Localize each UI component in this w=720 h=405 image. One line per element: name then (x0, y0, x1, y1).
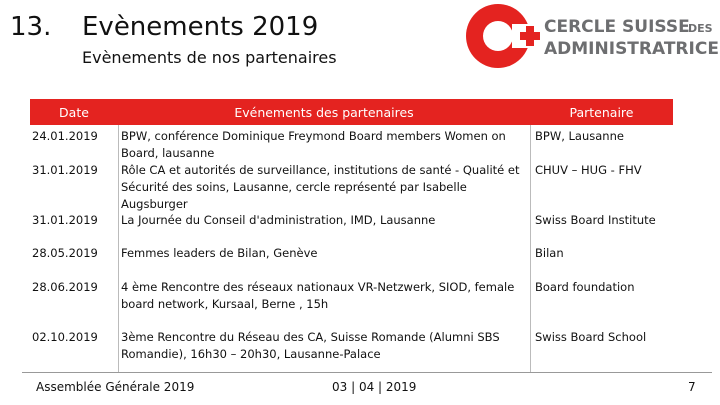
footer-left: Assemblée Générale 2019 (36, 380, 195, 394)
event-cell: Femmes leaders de Bilan, Genève (121, 246, 318, 260)
date-cell: 31.01.2019 (32, 213, 98, 227)
date-cell: 28.05.2019 (32, 246, 98, 260)
date-cell: 02.10.2019 (32, 330, 98, 344)
partner-cell: Swiss Board School (535, 330, 647, 344)
logo-text: ADMINISTRATRICES (544, 39, 720, 59)
date-cell: 28.06.2019 (32, 280, 98, 294)
partner-cell: Swiss Board Institute (535, 213, 656, 227)
event-cell: Rôle CA et autorités de surveillance, in… (121, 163, 520, 211)
date-cell: 24.01.2019 (32, 129, 98, 143)
column-header: Partenaire (530, 99, 673, 125)
page-number: 7 (688, 380, 696, 394)
partner-cell: Board foundation (535, 280, 635, 294)
partner-cell: BPW, Lausanne (535, 129, 624, 143)
event-cell: 3ème Rencontre du Réseau des CA, Suisse … (121, 330, 500, 361)
event-cell: 4 ème Rencontre des réseaux nationaux VR… (121, 280, 515, 311)
footer-date: 03 | 04 | 2019 (332, 380, 417, 394)
logo-cross-v (526, 26, 534, 46)
column-divider (530, 125, 531, 372)
logo: CERCLE SUISSE DES ADMINISTRATRICES (466, 4, 720, 68)
footer-rule (22, 372, 712, 373)
event-cell: La Journée du Conseil d'administration, … (121, 213, 436, 227)
column-header: Evénements des partenaires (118, 99, 530, 125)
slide-subtitle: Evènements de nos partenaires (82, 48, 337, 67)
column-divider (118, 125, 119, 372)
partner-cell: Bilan (535, 246, 564, 260)
section-number: 13. (10, 12, 52, 42)
logo-hole (483, 21, 513, 51)
slide-title: Evènements 2019 (82, 12, 319, 42)
logo-text: DES (688, 22, 713, 35)
column-header: Date (30, 99, 118, 125)
date-cell: 31.01.2019 (32, 163, 98, 177)
event-cell: BPW, conférence Dominique Freymond Board… (121, 129, 506, 160)
partner-cell: CHUV – HUG - FHV (535, 163, 642, 177)
logo-text: CERCLE SUISSE (544, 17, 690, 37)
